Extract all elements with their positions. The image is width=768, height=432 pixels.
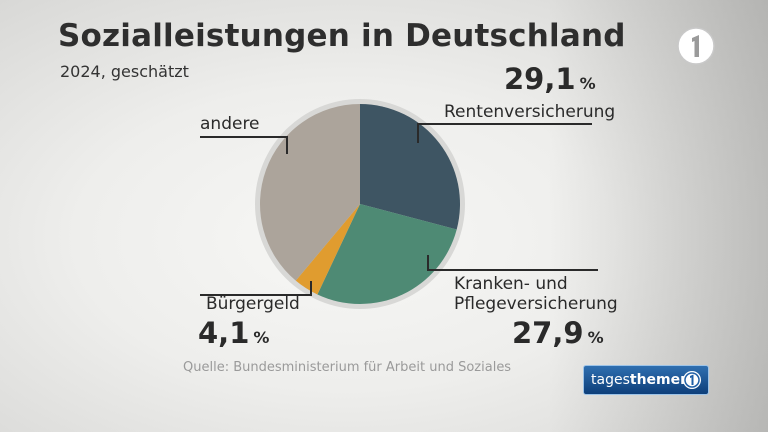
ard-one-badge-icon (683, 371, 701, 389)
leader-line-kranken (427, 255, 598, 271)
rente-label: Rentenversicherung (444, 102, 616, 122)
kranken-percentage-unit: % (587, 328, 604, 347)
pie-slice-rente (360, 104, 461, 230)
source-note: Quelle: Bundesministerium für Arbeit und… (183, 360, 512, 375)
leader-line-rente (417, 123, 592, 143)
kranken-percentage: 27,9% (512, 316, 604, 350)
kranken-percentage-value: 27,9 (512, 316, 584, 350)
pie-slices (259, 104, 461, 304)
leader-line-buerger (200, 281, 312, 296)
brand-prefix: tages (591, 372, 630, 388)
rente-percentage-unit: % (579, 74, 596, 93)
chart-subtitle: 2024, geschätzt (60, 62, 189, 81)
leader-line-andere (200, 136, 288, 154)
label-leader-lines (200, 123, 598, 296)
kranken-label-line2: Pflegeversicherung (454, 294, 618, 314)
pie-slice-kranken (317, 204, 457, 304)
buerger-percentage-unit: % (253, 328, 270, 347)
tagesthemen-brand-badge: tagesthemen (583, 365, 709, 395)
pie-slice-buerger (295, 204, 360, 295)
rente-percentage: 29,1% (504, 62, 596, 96)
buerger-label: Bürgergeld (206, 294, 300, 314)
pie-slice-andere (259, 104, 360, 281)
chart-title: Sozialleistungen in Deutschland (58, 18, 626, 54)
background-vignette (548, 0, 768, 432)
ard-one-logo-icon (677, 27, 715, 65)
kranken-label-line1: Kranken- und (454, 274, 568, 294)
brand-suffix: themen (629, 372, 691, 388)
buerger-percentage-value: 4,1 (198, 316, 250, 350)
rente-percentage-value: 29,1 (504, 62, 576, 96)
andere-label: andere (200, 114, 260, 134)
buerger-percentage: 4,1% (198, 316, 269, 350)
